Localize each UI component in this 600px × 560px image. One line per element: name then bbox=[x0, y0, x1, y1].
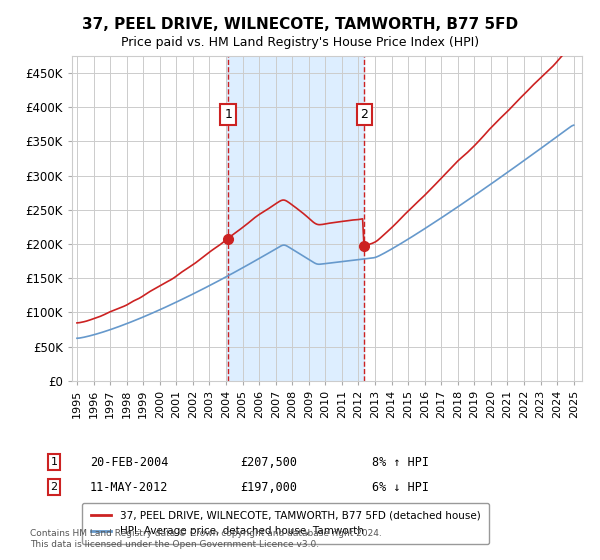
Text: £207,500: £207,500 bbox=[240, 455, 297, 469]
Text: 20-FEB-2004: 20-FEB-2004 bbox=[90, 455, 169, 469]
Text: Price paid vs. HM Land Registry's House Price Index (HPI): Price paid vs. HM Land Registry's House … bbox=[121, 36, 479, 49]
Text: 1: 1 bbox=[50, 457, 58, 467]
Legend: 37, PEEL DRIVE, WILNECOTE, TAMWORTH, B77 5FD (detached house), HPI: Average pric: 37, PEEL DRIVE, WILNECOTE, TAMWORTH, B77… bbox=[82, 503, 489, 544]
Text: 1: 1 bbox=[224, 108, 232, 121]
Text: 2: 2 bbox=[50, 482, 58, 492]
Bar bbox=[227, 56, 364, 381]
Text: 11-MAY-2012: 11-MAY-2012 bbox=[90, 480, 169, 494]
Text: 2: 2 bbox=[361, 108, 368, 121]
Text: Contains HM Land Registry data © Crown copyright and database right 2024.
This d: Contains HM Land Registry data © Crown c… bbox=[30, 529, 382, 549]
Text: 6% ↓ HPI: 6% ↓ HPI bbox=[372, 480, 429, 494]
Text: £197,000: £197,000 bbox=[240, 480, 297, 494]
Text: 8% ↑ HPI: 8% ↑ HPI bbox=[372, 455, 429, 469]
Text: 37, PEEL DRIVE, WILNECOTE, TAMWORTH, B77 5FD: 37, PEEL DRIVE, WILNECOTE, TAMWORTH, B77… bbox=[82, 17, 518, 32]
